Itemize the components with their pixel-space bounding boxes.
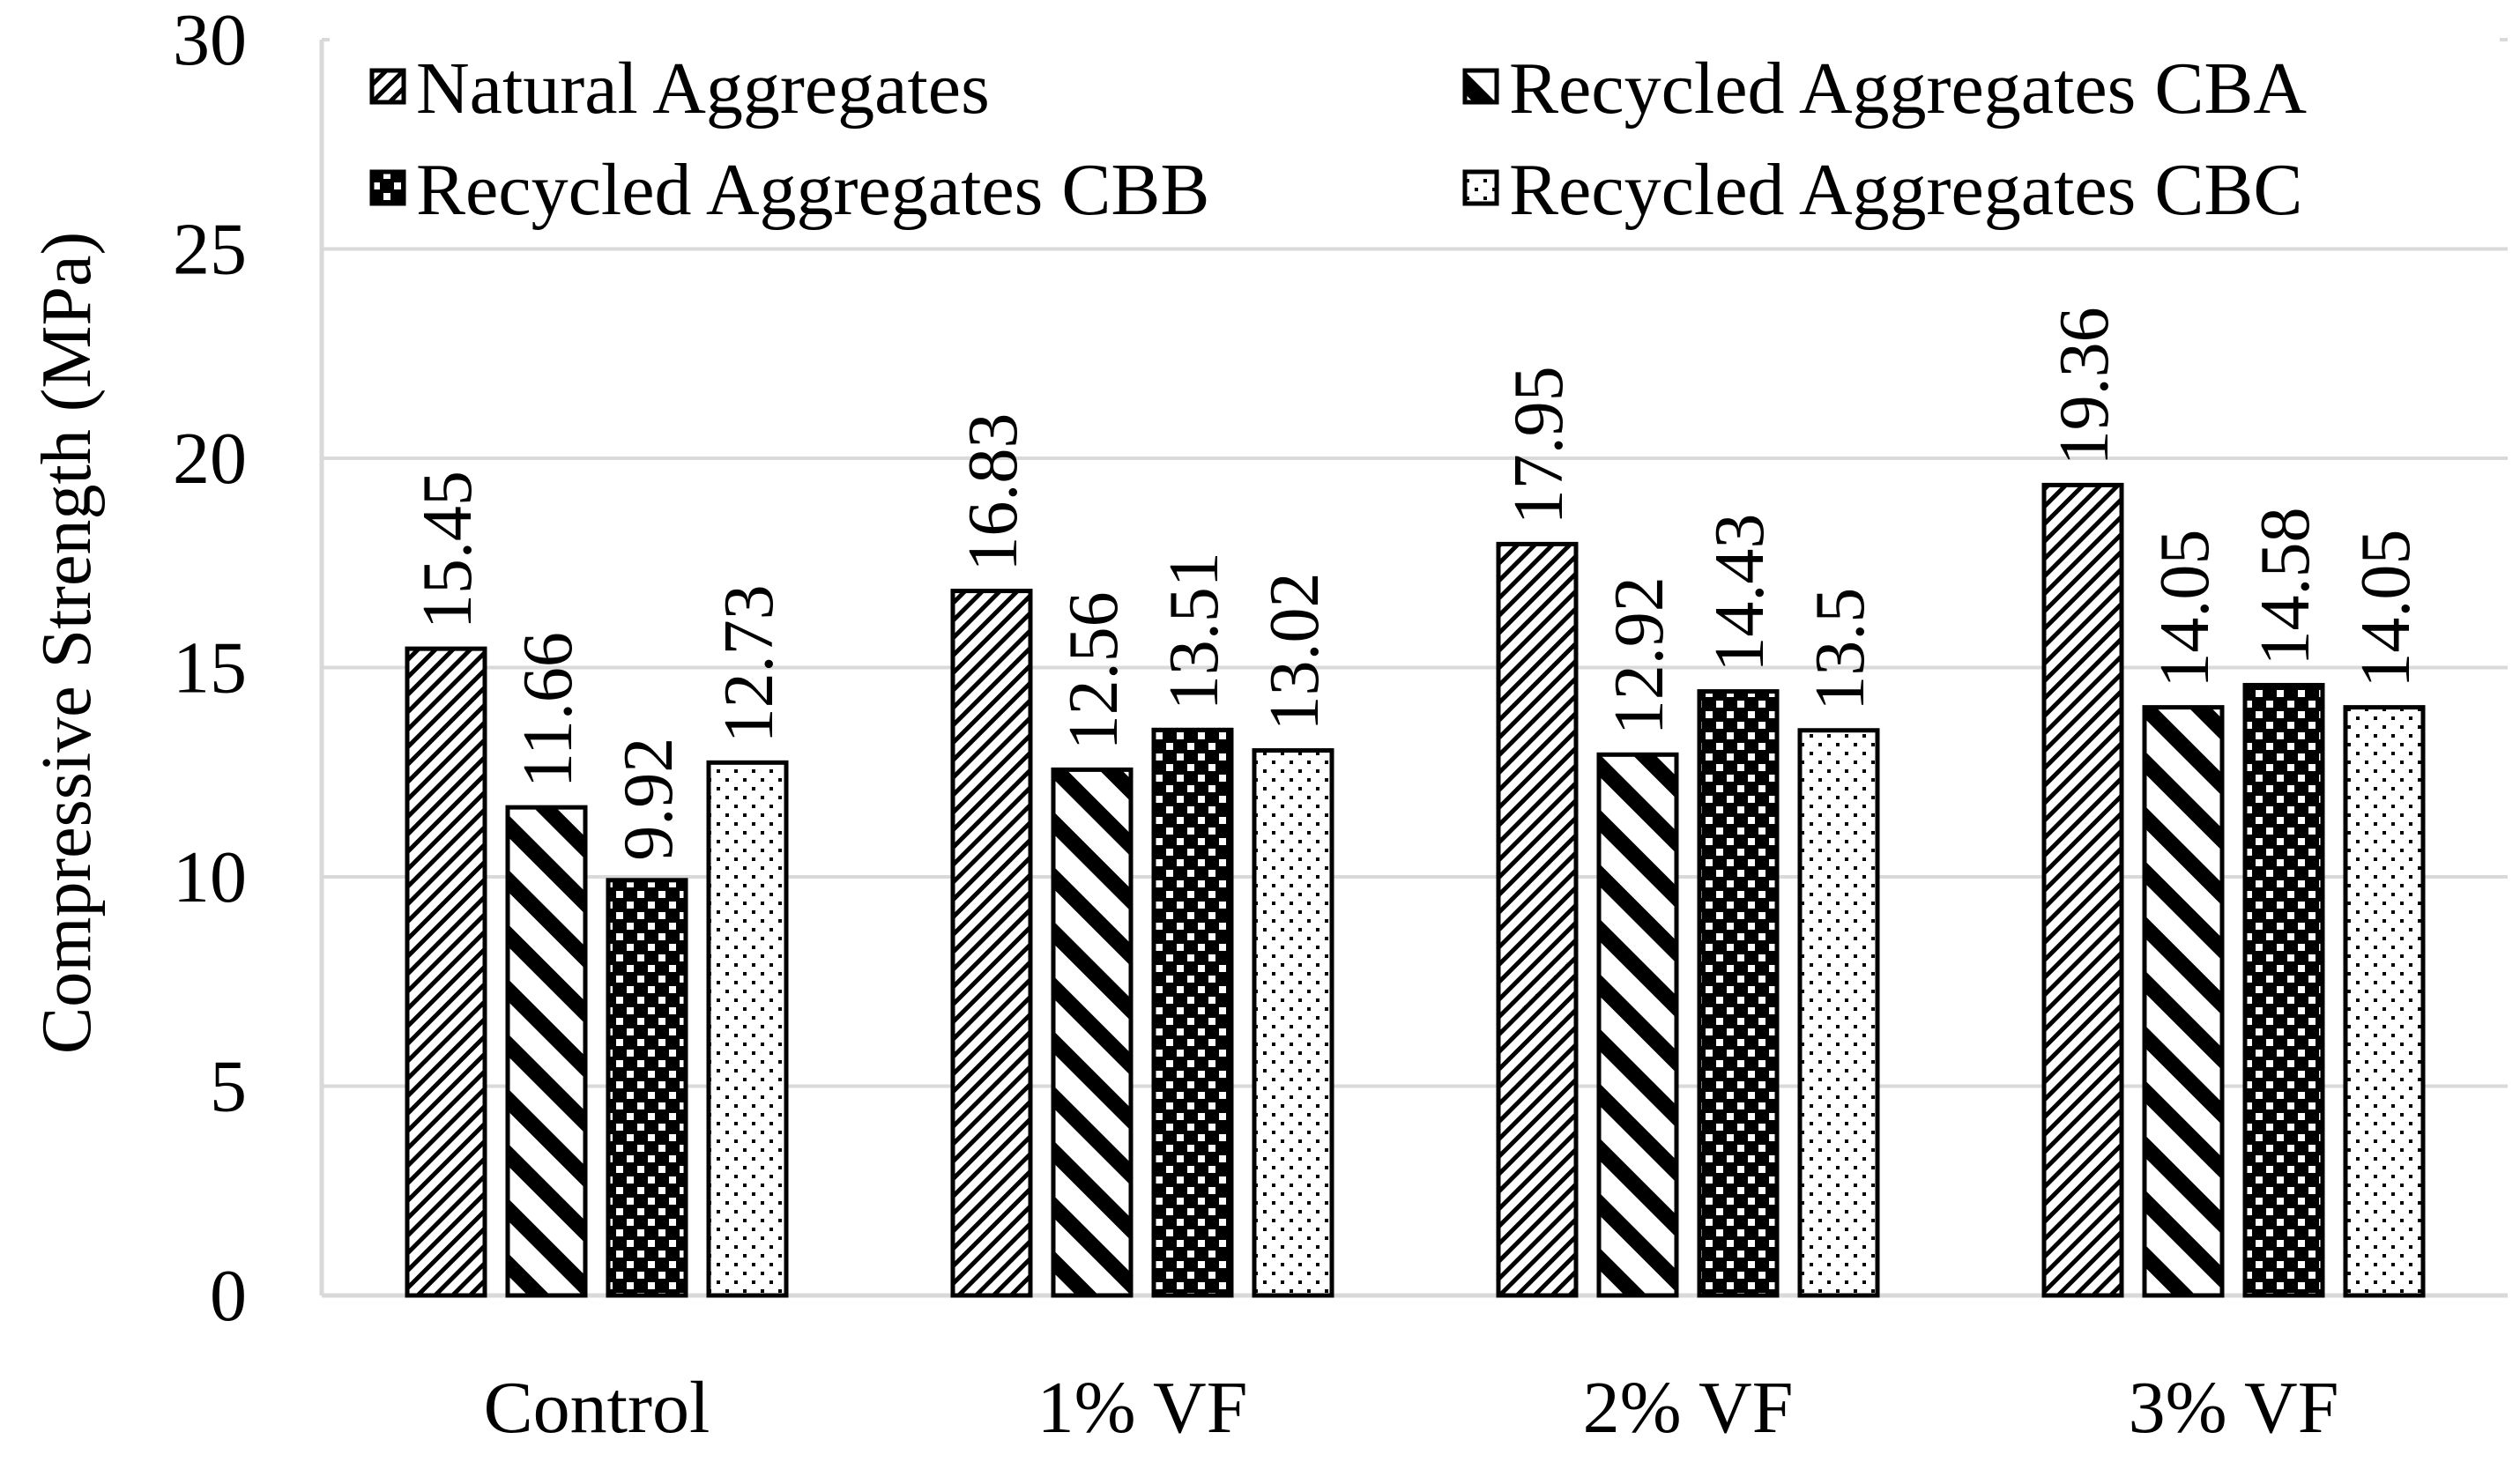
value-label: 14.58 (2247, 507, 2324, 665)
bar (1051, 767, 1134, 1298)
x-axis-categories: Control 1% VF 2% VF 3% VF (484, 1367, 2339, 1449)
bar (1496, 541, 1579, 1298)
bar (1252, 748, 1334, 1298)
bar (2041, 482, 2124, 1298)
value-label: 13.5 (1802, 588, 1879, 711)
value-label: 16.83 (955, 413, 1032, 572)
value-label: 14.43 (1701, 514, 1779, 672)
value-label: 12.73 (710, 584, 788, 743)
value-label: 12.92 (1601, 576, 1678, 735)
bar (405, 646, 487, 1298)
y-tick-label: 15 (173, 627, 247, 709)
legend-box (330, 31, 2500, 242)
bar (1797, 728, 1880, 1298)
legend: Natural Aggregates Recycled Aggregates CB… (330, 31, 2500, 242)
y-tick-label: 20 (173, 418, 247, 500)
bar (505, 805, 588, 1298)
value-label: 14.05 (2347, 530, 2425, 688)
legend-swatch (369, 68, 406, 105)
bar (1697, 689, 1780, 1298)
bar (2343, 705, 2426, 1298)
value-label: 17.95 (1500, 366, 1578, 524)
legend-swatch (1462, 169, 1499, 206)
legend-swatch (1462, 68, 1499, 105)
value-label: 14.05 (2146, 530, 2224, 688)
value-labels: 15.45 11.66 9.92 12.73 16.83 12.56 13.51 13.02 1… (409, 307, 2425, 860)
y-tick-label: 5 (210, 1046, 247, 1128)
value-label: 13.51 (1156, 552, 1233, 710)
bar (1596, 752, 1679, 1298)
x-category-label: 2% VF (1583, 1367, 1794, 1449)
bars (405, 482, 2426, 1298)
legend-label: Recycled Aggregates CBB (416, 149, 1209, 231)
bar (950, 589, 1033, 1298)
bar (1151, 727, 1234, 1298)
x-category-label: 3% VF (2129, 1367, 2339, 1449)
legend-label: Natural Aggregates (416, 48, 990, 130)
value-label: 9.92 (610, 738, 688, 861)
value-label: 11.66 (509, 632, 587, 788)
value-label: 13.02 (1256, 573, 1334, 731)
y-tick-label: 30 (173, 0, 247, 81)
y-axis-ticks: 0 5 10 15 20 25 30 (173, 0, 247, 1337)
value-label: 19.36 (2046, 307, 2123, 465)
legend-label: Recycled Aggregates CBA (1509, 48, 2307, 130)
x-category-label: 1% VF (1037, 1367, 1248, 1449)
y-tick-label: 0 (210, 1255, 247, 1337)
bar (2242, 682, 2325, 1298)
y-axis-title: Compressive Strength (MPa) (28, 232, 106, 1054)
value-label: 12.56 (1055, 591, 1133, 750)
y-tick-label: 25 (173, 209, 247, 291)
legend-label: Recycled Aggregates CBC (1509, 149, 2302, 231)
x-category-label: Control (484, 1367, 710, 1449)
bar (2142, 705, 2225, 1298)
bar (606, 878, 688, 1298)
y-tick-label: 10 (173, 836, 247, 918)
bar (706, 760, 789, 1298)
value-label: 15.45 (409, 471, 487, 629)
legend-swatch (369, 169, 406, 206)
